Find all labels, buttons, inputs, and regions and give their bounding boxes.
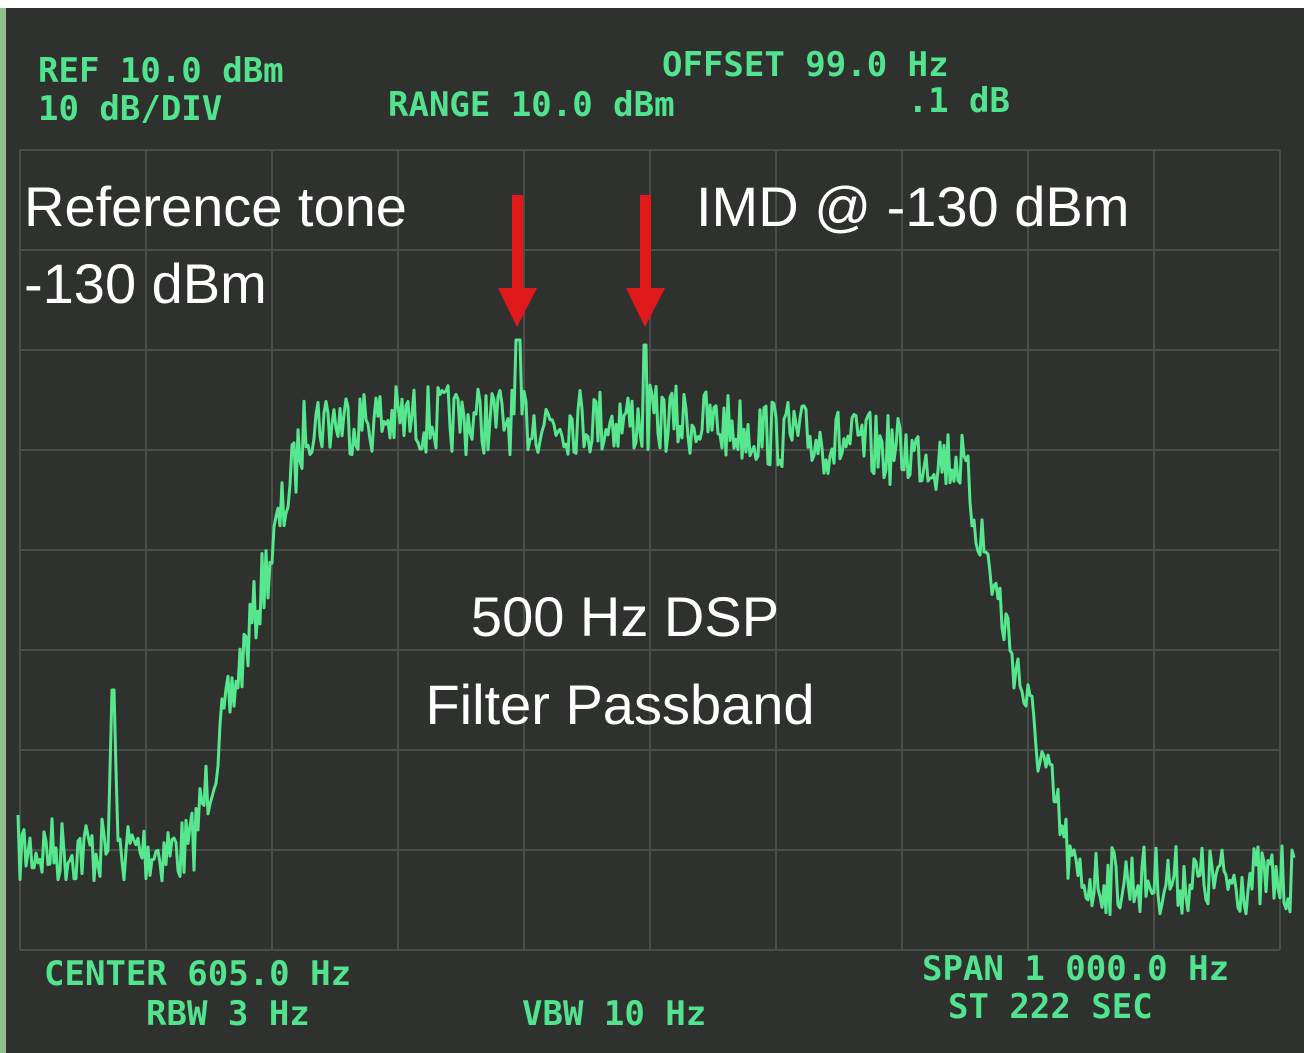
arrow: [498, 195, 537, 327]
spectrum-trace: [16, 338, 1296, 917]
center: CENTER 605.0 Hz: [44, 954, 351, 994]
offset: OFFSET 99.0 Hz: [662, 45, 949, 85]
span: SPAN 1 000.0 Hz: [922, 949, 1229, 989]
display: [0, 8, 1304, 1053]
annotation: Filter Passband: [425, 673, 814, 736]
edge: [0, 8, 6, 1053]
annotation: -130 dBm: [24, 252, 267, 315]
range: RANGE 10.0 dBm: [388, 85, 675, 125]
scale: 10 dB/DIV: [38, 89, 222, 129]
ref-level: REF 10.0 dBm: [38, 51, 284, 91]
arrow: [626, 195, 665, 327]
rbw: RBW 3 Hz: [146, 994, 310, 1034]
vbw: VBW 10 Hz: [522, 994, 706, 1034]
sweep: ST 222 SEC: [948, 987, 1153, 1027]
resolution: .1 dB: [908, 81, 1010, 121]
annotation: 500 Hz DSP: [471, 585, 779, 648]
annotation: IMD @ -130 dBm: [696, 175, 1129, 238]
annotation: Reference tone: [24, 175, 407, 238]
